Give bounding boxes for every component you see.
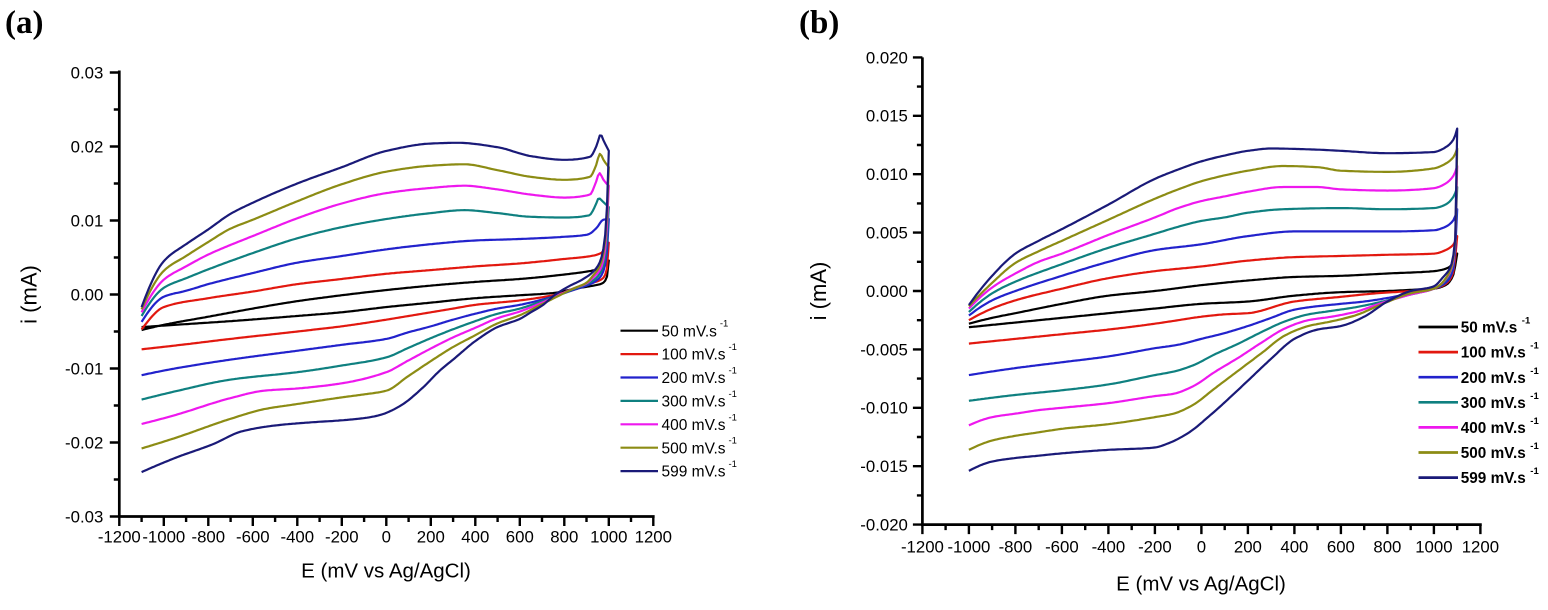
svg-text:100 mV.s: 100 mV.s — [1461, 345, 1526, 362]
svg-text:599 mV.s: 599 mV.s — [1461, 470, 1526, 487]
svg-text:1000: 1000 — [590, 528, 627, 547]
svg-text:600: 600 — [1327, 538, 1355, 557]
svg-text:50 mV.s: 50 mV.s — [662, 323, 718, 340]
svg-text:-1200: -1200 — [901, 538, 944, 557]
svg-text:400: 400 — [1280, 538, 1308, 557]
svg-text:0: 0 — [382, 528, 391, 547]
svg-text:0.010: 0.010 — [866, 165, 908, 184]
svg-text:0.020: 0.020 — [866, 48, 908, 67]
svg-text:-1: -1 — [729, 436, 737, 447]
svg-text:0.000: 0.000 — [866, 282, 908, 301]
svg-text:1000: 1000 — [1415, 538, 1452, 557]
svg-text:-1: -1 — [1530, 416, 1539, 427]
svg-text:-1: -1 — [729, 459, 737, 470]
svg-text:i (mA): i (mA) — [17, 265, 42, 324]
svg-text:-1000: -1000 — [142, 528, 185, 547]
svg-text:200 mV.s: 200 mV.s — [1461, 370, 1526, 387]
svg-text:-0.01: -0.01 — [65, 359, 103, 378]
svg-text:1200: 1200 — [1462, 538, 1499, 557]
svg-text:200: 200 — [1234, 538, 1262, 557]
svg-text:599 mV.s: 599 mV.s — [662, 464, 726, 481]
svg-text:-1: -1 — [1530, 341, 1539, 352]
svg-text:-1: -1 — [729, 412, 737, 423]
svg-text:-400: -400 — [1092, 538, 1126, 557]
svg-text:-200: -200 — [1138, 538, 1172, 557]
svg-text:0.005: 0.005 — [866, 224, 908, 243]
svg-text:-1: -1 — [720, 319, 728, 330]
svg-text:-0.005: -0.005 — [860, 340, 908, 359]
svg-text:600: 600 — [506, 528, 534, 547]
svg-text:-400: -400 — [281, 528, 315, 547]
svg-text:-0.03: -0.03 — [65, 507, 103, 526]
svg-text:200: 200 — [417, 528, 445, 547]
svg-text:-0.02: -0.02 — [65, 433, 103, 452]
svg-text:0.02: 0.02 — [71, 137, 104, 156]
svg-text:E (mV vs Ag/AgCl): E (mV vs Ag/AgCl) — [301, 560, 471, 583]
svg-text:0.00: 0.00 — [71, 285, 104, 304]
svg-text:-1: -1 — [1530, 366, 1539, 377]
svg-text:-800: -800 — [192, 528, 226, 547]
svg-text:-600: -600 — [236, 528, 270, 547]
svg-text:-1: -1 — [729, 366, 737, 377]
svg-text:0: 0 — [1197, 538, 1206, 557]
svg-text:-0.010: -0.010 — [860, 399, 908, 418]
svg-text:-1: -1 — [1530, 441, 1539, 452]
svg-text:400 mV.s: 400 mV.s — [662, 417, 726, 434]
svg-text:-0.020: -0.020 — [860, 516, 908, 535]
svg-text:-200: -200 — [325, 528, 359, 547]
svg-text:300 mV.s: 300 mV.s — [1461, 395, 1526, 412]
svg-text:-1000: -1000 — [947, 538, 990, 557]
svg-text:200 mV.s: 200 mV.s — [662, 370, 726, 387]
svg-text:100 mV.s: 100 mV.s — [662, 347, 726, 364]
svg-text:-1: -1 — [1530, 466, 1539, 477]
svg-text:500 mV.s: 500 mV.s — [662, 440, 726, 457]
svg-text:-0.015: -0.015 — [860, 457, 908, 476]
svg-text:-1: -1 — [729, 342, 737, 353]
svg-text:400 mV.s: 400 mV.s — [1461, 420, 1526, 437]
svg-text:i (mA): i (mA) — [806, 262, 831, 321]
svg-text:E (mV vs Ag/AgCl): E (mV vs Ag/AgCl) — [1116, 573, 1286, 596]
svg-text:800: 800 — [1373, 538, 1401, 557]
svg-text:-1: -1 — [1530, 391, 1539, 402]
svg-text:500 mV.s: 500 mV.s — [1461, 445, 1526, 462]
svg-text:-600: -600 — [1045, 538, 1079, 557]
svg-text:0.015: 0.015 — [866, 107, 908, 126]
svg-text:-1200: -1200 — [98, 528, 141, 547]
svg-text:50 mV.s: 50 mV.s — [1461, 320, 1517, 337]
svg-text:-1: -1 — [729, 389, 737, 400]
svg-text:-800: -800 — [999, 538, 1033, 557]
svg-text:1200: 1200 — [635, 528, 672, 547]
svg-text:400: 400 — [461, 528, 489, 547]
svg-text:-1: -1 — [1522, 316, 1531, 327]
svg-text:300 mV.s: 300 mV.s — [662, 394, 726, 411]
svg-text:0.01: 0.01 — [71, 211, 104, 230]
svg-text:(b): (b) — [799, 5, 839, 41]
svg-text:0.03: 0.03 — [71, 63, 104, 82]
svg-text:800: 800 — [550, 528, 578, 547]
svg-text:(a): (a) — [5, 5, 43, 41]
